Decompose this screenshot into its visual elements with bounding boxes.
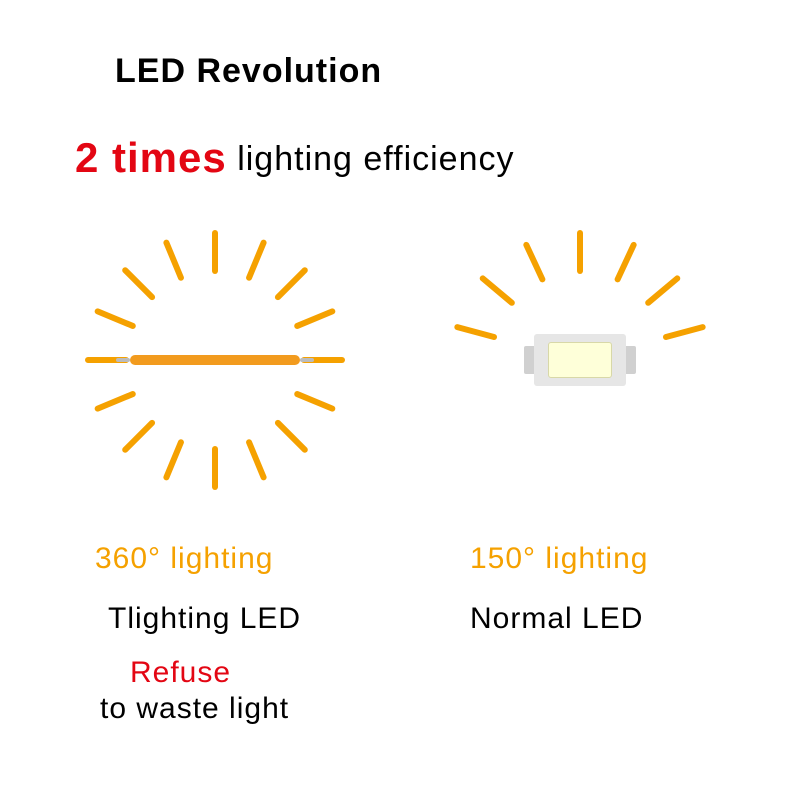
subtitle-rest: lighting efficiency	[227, 140, 515, 178]
subtitle-emphasis: 2 times	[75, 134, 227, 181]
diagram-smd-led	[420, 200, 740, 520]
product-name-left: Tlighting LED	[108, 602, 301, 636]
subtitle: 2 times lighting efficiency	[75, 134, 515, 182]
tagline-rest: to waste light	[100, 692, 289, 726]
angle-label-left: 360° lighting	[95, 542, 273, 576]
diagram-filament-led	[55, 200, 375, 520]
smd-pad-left-icon	[524, 346, 534, 374]
filament-led-icon	[130, 355, 300, 365]
smd-led-icon	[534, 334, 626, 386]
smd-dome-icon	[548, 342, 612, 378]
tagline: Refuse to waste light	[100, 656, 289, 726]
product-name-right: Normal LED	[470, 602, 643, 636]
infographic-root: LED Revolution 2 times lighting efficien…	[0, 0, 800, 800]
angle-label-right: 150° lighting	[470, 542, 648, 576]
tagline-emphasis: Refuse	[100, 656, 289, 690]
smd-pad-right-icon	[626, 346, 636, 374]
page-title: LED Revolution	[115, 52, 382, 91]
